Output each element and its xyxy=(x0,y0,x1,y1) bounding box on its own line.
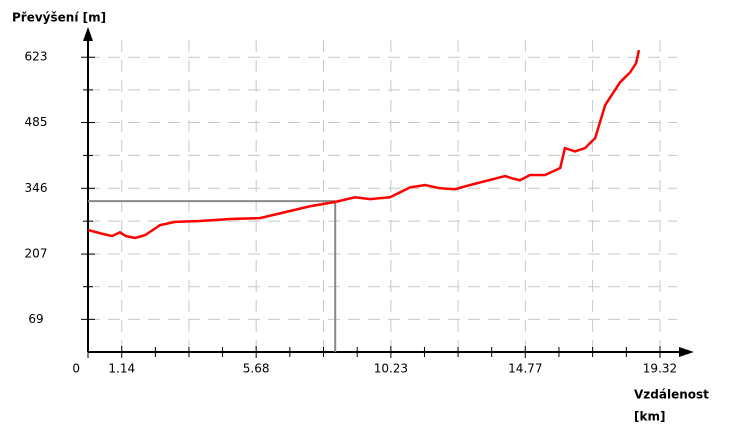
y-tick-label: 346 xyxy=(25,181,48,195)
y-axis-arrow xyxy=(83,27,93,41)
y-tick-label: 207 xyxy=(25,247,48,261)
chart-title: Převýšení [m] xyxy=(12,11,106,25)
x-tick-label: 5.68 xyxy=(243,362,270,376)
x-axis-label: [km] xyxy=(634,410,665,424)
y-tick-label: 485 xyxy=(25,115,48,129)
x-tick-label: 10.23 xyxy=(374,362,408,376)
x-axis-arrow xyxy=(679,347,694,357)
y-tick-label: 623 xyxy=(25,50,48,64)
y-tick-label: 69 xyxy=(28,312,43,326)
x-axis-label: Vzdálenost xyxy=(634,388,709,402)
x-tick-label: 0 xyxy=(72,362,80,376)
profile-line xyxy=(87,49,641,240)
x-tick-label: 14.77 xyxy=(508,362,542,376)
x-tick-label: 19.32 xyxy=(643,362,677,376)
x-tick-label: 1.14 xyxy=(108,362,135,376)
